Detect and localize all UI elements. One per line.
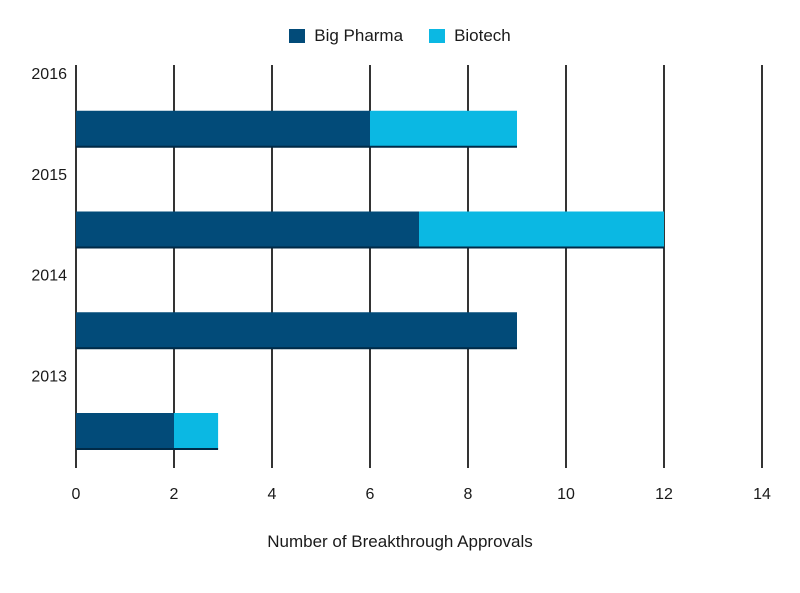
y-tick-label-2016: 2016 bbox=[31, 66, 67, 83]
bar-biotech-2015 bbox=[419, 211, 664, 248]
y-tick-label-2015: 2015 bbox=[31, 167, 67, 184]
y-tick-label-2014: 2014 bbox=[31, 268, 67, 285]
legend-item-big-pharma: Big Pharma bbox=[289, 26, 403, 46]
bar-big-pharma-2016 bbox=[76, 110, 370, 147]
legend-label-big-pharma: Big Pharma bbox=[314, 26, 404, 45]
legend-swatch-biotech bbox=[429, 29, 446, 43]
bar-big-pharma-2013 bbox=[76, 413, 174, 449]
legend-swatch-big-pharma bbox=[289, 29, 306, 43]
x-tick-label-8: 8 bbox=[464, 486, 473, 503]
x-tick-label-2: 2 bbox=[170, 486, 179, 503]
x-axis-title: Number of Breakthrough Approvals bbox=[267, 532, 533, 551]
x-tick-label-10: 10 bbox=[557, 486, 575, 503]
bar-big-pharma-2015 bbox=[76, 211, 419, 248]
x-tick-label-0: 0 bbox=[72, 486, 81, 503]
x-tick-label-4: 4 bbox=[268, 486, 277, 503]
legend-item-biotech: Biotech bbox=[429, 26, 511, 46]
chart-legend: Big Pharma Biotech bbox=[0, 26, 800, 46]
legend-label-biotech: Biotech bbox=[454, 26, 511, 45]
x-tick-label-14: 14 bbox=[753, 486, 771, 503]
y-tick-label-2013: 2013 bbox=[31, 368, 67, 385]
bar-biotech-2016 bbox=[370, 110, 517, 147]
x-tick-label-6: 6 bbox=[366, 486, 375, 503]
x-tick-label-12: 12 bbox=[655, 486, 673, 503]
bar-biotech-2013 bbox=[174, 413, 219, 449]
bar-big-pharma-2014 bbox=[76, 312, 517, 349]
